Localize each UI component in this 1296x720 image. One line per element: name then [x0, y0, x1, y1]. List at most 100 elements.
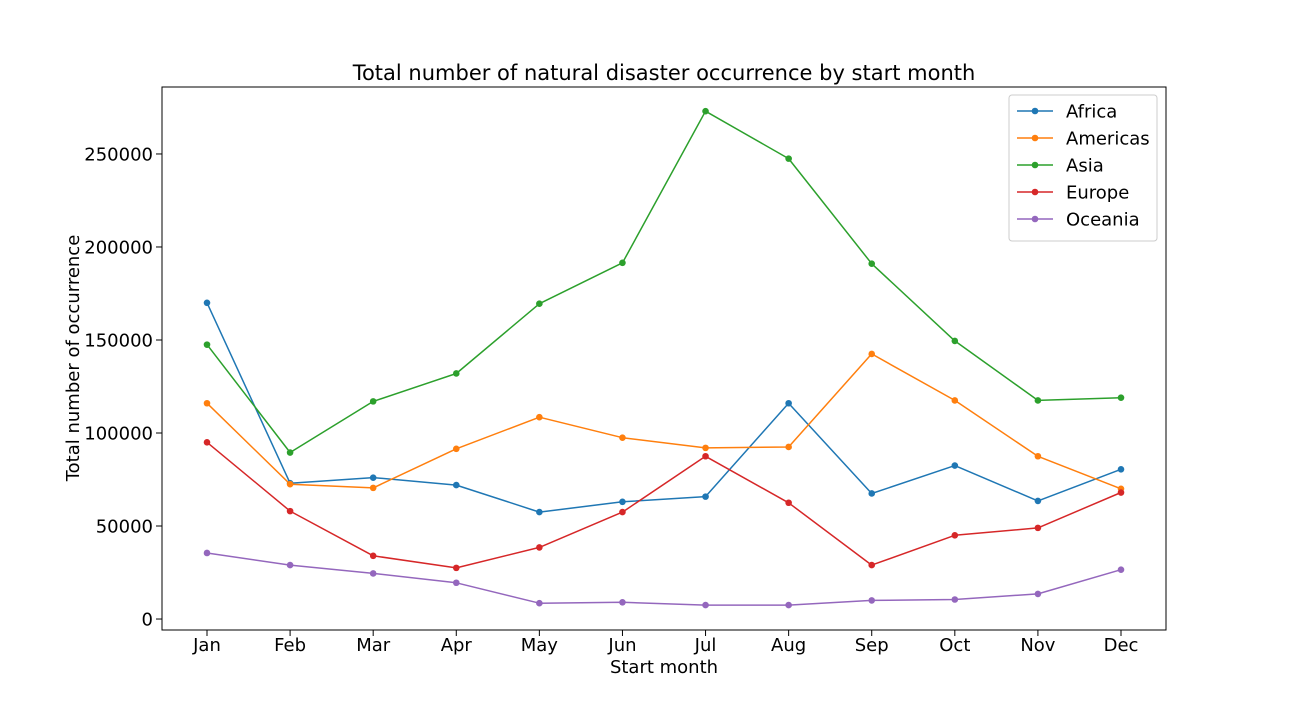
data-point-americas — [536, 413, 543, 421]
data-point-americas — [369, 484, 377, 492]
data-point-oceania — [536, 599, 543, 607]
legend-marker — [1031, 134, 1039, 142]
data-point-africa — [1117, 465, 1125, 473]
series-europe — [203, 439, 1125, 572]
legend-item-africa: Africa — [1017, 102, 1117, 123]
x-tick-label: Feb — [274, 635, 306, 656]
x-tick-label: May — [521, 635, 559, 656]
x-tick-label: Oct — [939, 635, 970, 656]
series-line-africa — [206, 302, 1122, 513]
legend-label: Africa — [1066, 102, 1117, 123]
x-tick-label: Jul — [694, 635, 717, 656]
x-tick-label: Jan — [192, 635, 221, 656]
y-tick-label: 50000 — [96, 517, 153, 538]
data-point-europe — [951, 532, 959, 539]
data-point-americas — [203, 399, 211, 407]
legend-item-oceania: Oceania — [1017, 210, 1140, 231]
x-axis: Jan Feb Mar Apr May Jun Jul Aug Sep Oct Nov Dec — [192, 630, 1138, 656]
data-point-europe — [1117, 489, 1125, 496]
data-point-asia — [702, 107, 709, 115]
y-axis: 0 50000 100000 150000 200000 250000 — [84, 144, 162, 631]
data-point-oceania — [1117, 566, 1125, 574]
data-point-europe — [452, 564, 460, 572]
data-point-americas — [785, 443, 792, 451]
data-point-oceania — [785, 601, 792, 609]
data-point-asia — [1034, 397, 1042, 404]
x-tick-label: Mar — [356, 635, 391, 656]
x-tick-label: Sep — [855, 635, 889, 656]
series-line-europe — [206, 441, 1122, 569]
data-point-americas — [951, 397, 959, 404]
x-tick-label: Dec — [1104, 635, 1139, 656]
x-tick-label: Nov — [1020, 635, 1055, 656]
x-tick-label: Jun — [607, 635, 636, 656]
legend-label: Asia — [1066, 156, 1104, 177]
legend-label: Europe — [1066, 183, 1129, 204]
y-tick-label: 100000 — [84, 424, 153, 445]
data-point-americas — [702, 444, 709, 452]
data-point-africa — [369, 474, 377, 481]
chart-title: Total number of natural disaster occurre… — [352, 61, 976, 85]
data-point-americas — [286, 480, 294, 488]
data-point-africa — [1034, 497, 1042, 505]
series-line-oceania — [206, 552, 1122, 606]
data-point-americas — [1034, 452, 1042, 460]
y-tick-label: 250000 — [84, 144, 153, 165]
data-point-europe — [536, 544, 543, 551]
series-oceania — [203, 549, 1125, 609]
legend-label: Oceania — [1066, 210, 1140, 231]
y-tick-label: 200000 — [84, 237, 153, 258]
series-layer — [203, 107, 1125, 609]
legend-label: Americas — [1066, 129, 1150, 150]
data-point-americas — [452, 445, 460, 453]
data-point-oceania — [951, 596, 959, 603]
x-tick-label: Apr — [441, 635, 473, 656]
legend: Africa Americas Asia Europe Oceania — [1008, 94, 1158, 242]
data-point-oceania — [203, 549, 211, 557]
series-asia — [203, 107, 1125, 456]
data-point-europe — [286, 507, 294, 515]
legend-marker — [1031, 188, 1039, 196]
data-point-oceania — [286, 561, 294, 569]
data-point-europe — [702, 452, 709, 460]
data-point-africa — [536, 508, 543, 516]
data-point-europe — [369, 552, 377, 560]
data-point-asia — [619, 259, 626, 267]
data-point-asia — [536, 300, 543, 308]
data-point-oceania — [702, 601, 709, 609]
legend-item-asia: Asia — [1017, 156, 1104, 177]
data-point-americas — [619, 434, 626, 441]
series-line-asia — [206, 110, 1122, 454]
data-point-africa — [702, 493, 709, 500]
data-point-asia — [286, 449, 294, 456]
data-point-europe — [1034, 524, 1042, 532]
legend-marker — [1031, 161, 1039, 169]
x-axis-label: Start month — [610, 657, 718, 678]
data-point-europe — [203, 439, 211, 446]
data-point-oceania — [369, 570, 377, 577]
data-point-africa — [619, 498, 626, 506]
x-tick-label: Aug — [771, 635, 806, 656]
legend-box — [1008, 94, 1158, 242]
data-point-asia — [203, 341, 211, 348]
data-point-asia — [951, 337, 959, 345]
data-point-africa — [868, 490, 876, 497]
data-point-americas — [868, 350, 876, 358]
legend-item-americas: Americas — [1017, 129, 1150, 150]
data-point-europe — [785, 499, 792, 507]
data-point-europe — [619, 508, 626, 516]
data-point-oceania — [452, 579, 460, 587]
y-axis-label: Total number of occurrence — [63, 235, 84, 483]
data-point-asia — [369, 398, 377, 405]
data-point-africa — [951, 462, 959, 469]
series-americas — [203, 350, 1125, 493]
data-point-oceania — [1034, 590, 1042, 598]
data-point-europe — [868, 561, 876, 569]
data-point-asia — [868, 260, 876, 268]
plot-area-frame — [161, 86, 1167, 631]
data-point-oceania — [619, 598, 626, 606]
data-point-africa — [785, 399, 792, 407]
data-point-asia — [785, 155, 792, 162]
